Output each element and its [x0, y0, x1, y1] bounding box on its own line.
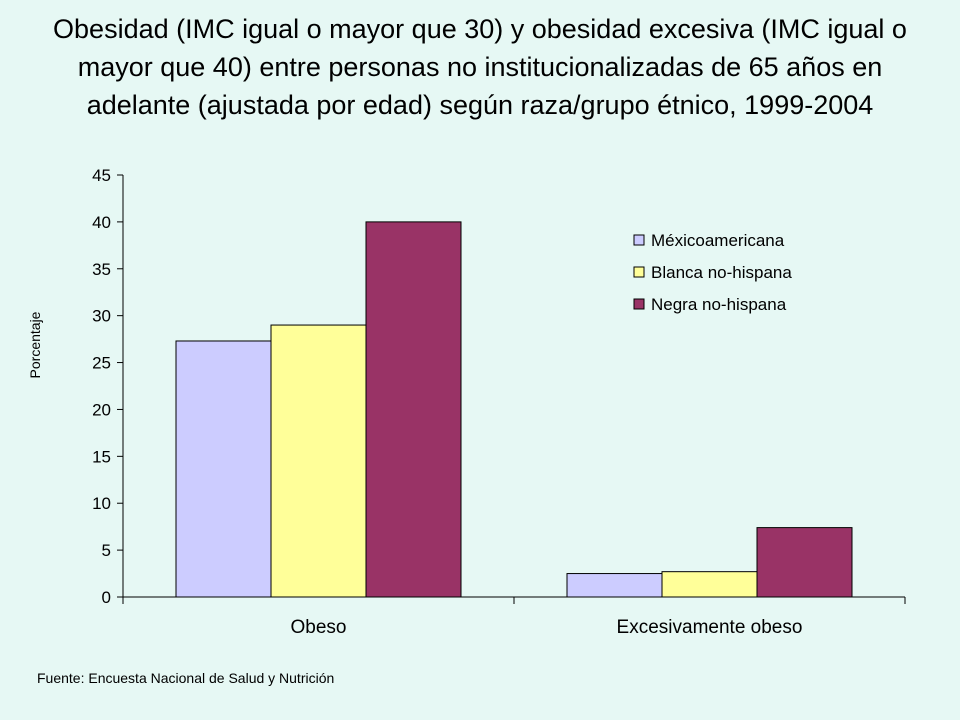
y-tick-label: 30 — [92, 307, 111, 326]
y-axis: 0 5 10 15 20 25 30 35 40 45 — [92, 166, 124, 607]
x-category-label: Obeso — [291, 617, 347, 638]
y-tick-label: 20 — [92, 400, 111, 419]
legend-swatch — [633, 298, 645, 310]
bar — [756, 527, 853, 598]
y-tick-label: 45 — [92, 166, 111, 185]
y-tick-label: 5 — [102, 541, 111, 560]
y-tick-label: 10 — [92, 494, 111, 513]
bar — [365, 221, 462, 598]
bar — [661, 571, 758, 598]
y-tick-label: 15 — [92, 447, 111, 466]
bar — [175, 340, 272, 598]
y-axis-title: Porcentaje — [27, 311, 43, 378]
legend-label: Méxicoamericana — [651, 231, 785, 250]
chart-title: Obesidad (IMC igual o mayor que 30) y ob… — [53, 14, 907, 120]
legend-swatch — [633, 234, 645, 246]
x-category-label: Excesivamente obeso — [617, 617, 803, 638]
source-note: Fuente: Encuesta Nacional de Salud y Nut… — [37, 670, 335, 686]
bar — [270, 324, 367, 598]
bar — [566, 573, 663, 598]
x-axis: Obeso Excesivamente obeso — [122, 596, 906, 638]
y-tick-label: 25 — [92, 354, 111, 373]
legend-label: Negra no-hispana — [651, 295, 787, 314]
bars — [175, 221, 853, 598]
y-tick-label: 0 — [102, 588, 111, 607]
legend: Méxicoamericana Blanca no-hispana Negra no… — [620, 222, 832, 322]
y-tick-label: 35 — [92, 260, 111, 279]
y-tick-label: 40 — [92, 213, 111, 232]
legend-box — [620, 222, 832, 322]
legend-label: Blanca no-hispana — [651, 263, 792, 282]
legend-swatch — [633, 266, 645, 278]
